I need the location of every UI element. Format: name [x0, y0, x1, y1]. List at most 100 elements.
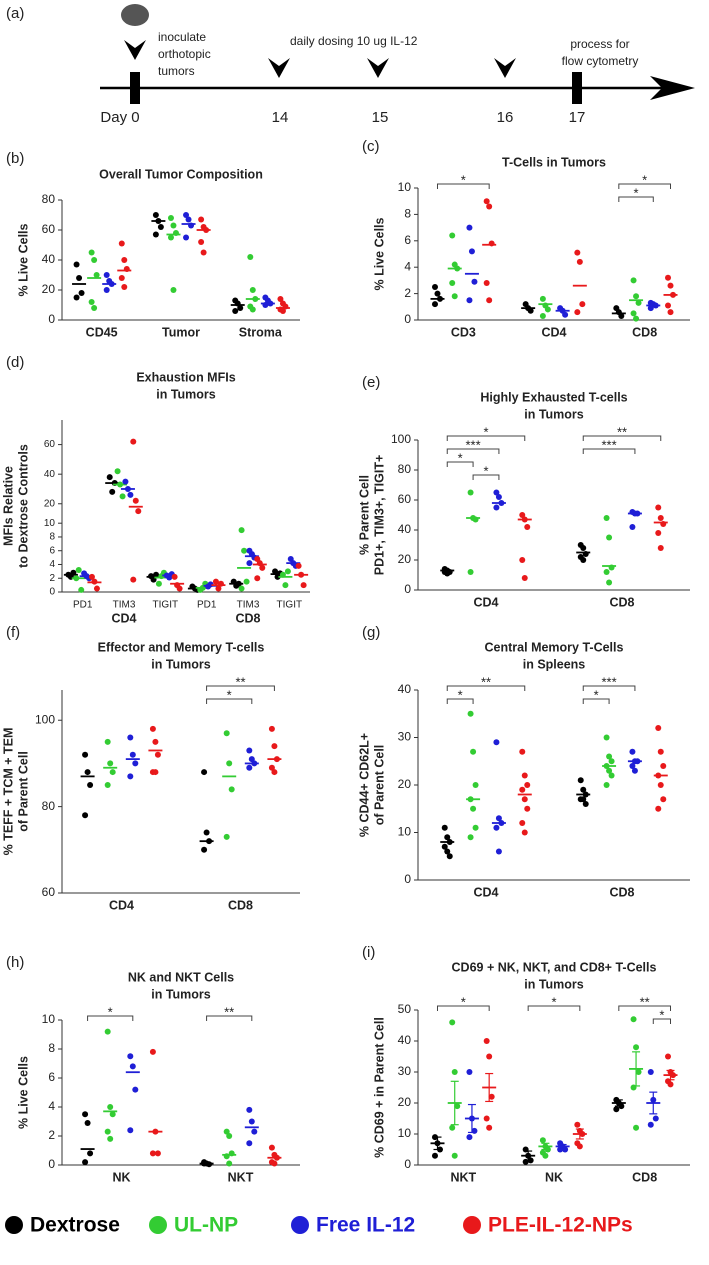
data-point: [259, 564, 266, 571]
data-point: [226, 760, 233, 767]
data-point: [468, 248, 475, 255]
y-tick-label: 30: [398, 1064, 412, 1078]
y-axis-label: % Live Cells: [16, 223, 30, 296]
x-tick-label: NKT: [228, 1170, 254, 1184]
day-label: Day 0: [100, 109, 139, 126]
chart-title: Effector and Memory T-cells: [98, 640, 265, 654]
y-axis-label: of Parent Cell: [16, 751, 30, 832]
data-point: [109, 488, 116, 495]
data-point: [495, 494, 502, 500]
data-point: [577, 777, 584, 784]
significance-bracket: [446, 435, 526, 441]
panel-label: (g): [362, 624, 380, 641]
significance-label: *: [594, 687, 599, 702]
data-point: [446, 853, 453, 860]
data-point: [127, 491, 134, 498]
data-point: [521, 772, 528, 779]
y-tick-label: 60: [42, 222, 56, 236]
y-tick-label: 40: [398, 682, 412, 696]
data-point: [574, 1121, 581, 1128]
panel-label: (e): [362, 374, 380, 391]
data-point: [472, 782, 479, 788]
x-tick-label: CD8: [609, 885, 634, 899]
data-point: [521, 829, 528, 836]
data-point: [579, 301, 586, 308]
data-point: [467, 489, 474, 496]
data-point: [493, 489, 500, 496]
category-group-label: CD4: [111, 611, 136, 625]
data-point: [152, 212, 159, 218]
data-point: [613, 1106, 620, 1113]
data-point: [119, 493, 126, 500]
significance-bracket: [446, 685, 526, 691]
data-point: [246, 560, 253, 567]
x-tick-label: CD8: [228, 898, 253, 912]
marker: [494, 58, 516, 78]
significance-bracket: [206, 698, 253, 704]
data-point: [88, 249, 95, 256]
data-point: [603, 515, 610, 521]
panel-label: (a): [6, 5, 24, 22]
data-point: [467, 710, 474, 717]
data-point: [472, 824, 479, 831]
data-point: [519, 786, 526, 793]
data-point: [524, 782, 531, 788]
x-tick-label: CD8: [632, 1170, 657, 1184]
data-point: [451, 293, 458, 300]
data-point: [149, 1048, 156, 1055]
x-tick-label: CD8: [609, 595, 634, 609]
significance-label: **: [235, 674, 245, 689]
significance-label: *: [461, 172, 466, 187]
data-point: [519, 820, 526, 826]
data-point: [434, 290, 441, 297]
chart-title: Highly Exhausted T-cells: [480, 390, 627, 404]
data-point: [109, 1111, 116, 1118]
significance-label: *: [108, 1004, 113, 1019]
data-point: [467, 569, 474, 575]
data-point: [228, 786, 235, 793]
legend-marker: [149, 1216, 167, 1234]
data-point: [246, 764, 253, 771]
y-tick-label: 30: [398, 730, 412, 744]
data-point: [198, 216, 205, 223]
data-point: [223, 1128, 230, 1135]
significance-bracket: [652, 1018, 672, 1024]
data-point: [629, 763, 636, 769]
data-point: [466, 1069, 473, 1075]
y-tick-label: 8: [404, 207, 411, 221]
data-point: [268, 725, 275, 732]
significance-label: ***: [601, 674, 616, 689]
x-tick-label: TIGIT: [277, 600, 303, 611]
data-point: [103, 287, 110, 293]
chart-title: Central Memory T-Cells: [485, 640, 624, 654]
data-point: [495, 815, 502, 822]
data-point: [483, 280, 490, 287]
data-point: [454, 1103, 461, 1110]
y-tick-label: 10: [398, 825, 412, 839]
data-point: [444, 834, 451, 841]
y-tick-label: 0: [48, 312, 55, 326]
data-point: [238, 585, 245, 592]
data-point: [467, 834, 474, 841]
data-point: [154, 751, 161, 758]
data-point: [618, 313, 625, 320]
y-tick-label: 20: [44, 498, 56, 509]
data-point: [449, 1124, 456, 1131]
data-point: [647, 1121, 654, 1128]
data-point: [466, 1134, 473, 1141]
significance-label: *: [227, 687, 232, 702]
x-tick-label: CD4: [473, 595, 498, 609]
data-point: [200, 249, 207, 256]
x-tick-label: TIM3: [113, 600, 136, 611]
data-point: [152, 738, 159, 745]
y-tick-label: 20: [398, 1095, 412, 1109]
data-point: [282, 582, 289, 589]
data-point: [132, 1086, 139, 1093]
significance-label: **: [224, 1004, 234, 1019]
panel-label: (i): [362, 944, 375, 961]
y-tick-label: 60: [42, 885, 56, 899]
y-tick-label: 20: [42, 282, 56, 296]
data-point: [631, 767, 638, 774]
y-tick-label: 60: [44, 439, 56, 450]
